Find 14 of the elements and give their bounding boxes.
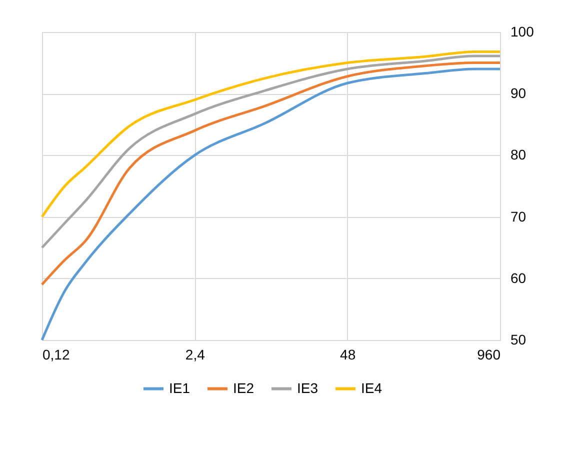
- legend-label: IE4: [361, 380, 382, 396]
- x-tick-label: 48: [340, 346, 356, 362]
- y-tick-label: 60: [510, 270, 526, 286]
- legend-label: IE1: [169, 380, 190, 396]
- x-tick-label: 2,4: [185, 346, 206, 362]
- y-tick-label: 100: [510, 24, 534, 40]
- y-tick-label: 50: [510, 332, 526, 348]
- x-tick-label: 0,12: [42, 346, 70, 362]
- x-tick-label: 960: [477, 346, 501, 362]
- y-tick-label: 80: [510, 146, 526, 163]
- legend-label: IE3: [297, 380, 318, 396]
- legend-label: IE2: [233, 380, 254, 396]
- y-tick-label: 90: [510, 85, 526, 102]
- y-tick-label: 70: [510, 208, 526, 224]
